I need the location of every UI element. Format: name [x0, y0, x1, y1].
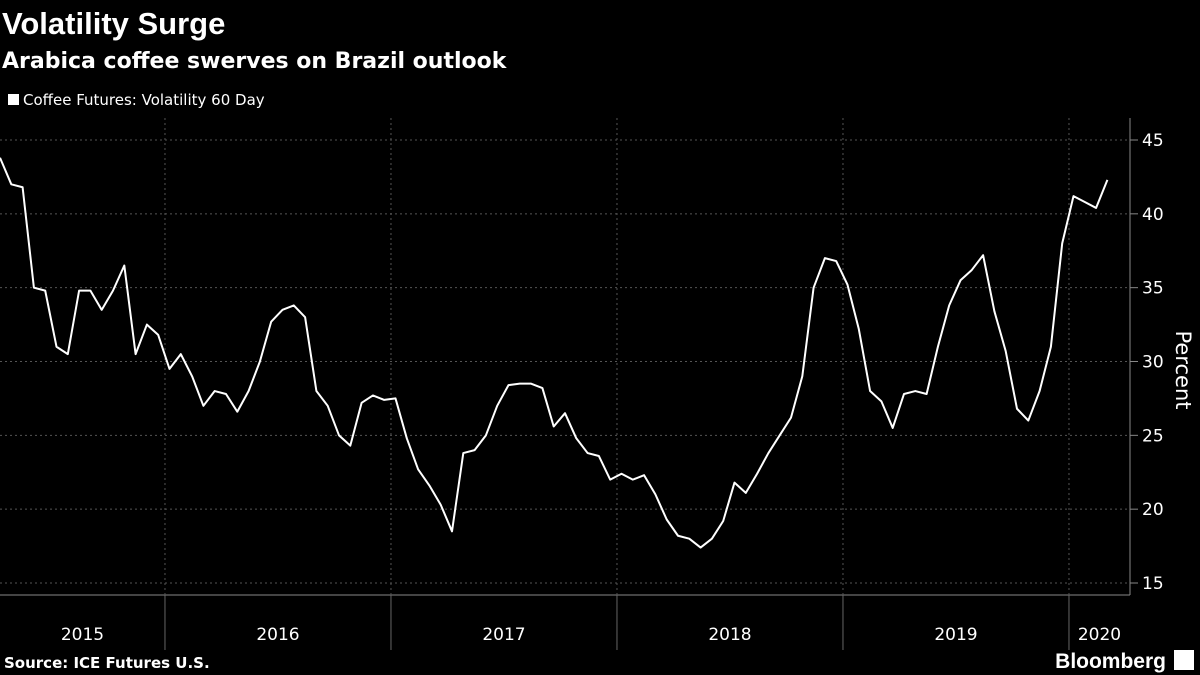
x-tick-label: 2017 [482, 625, 525, 645]
y-tick-label: 15 [1142, 574, 1164, 594]
source: Source: ICE Futures U.S. [4, 654, 210, 672]
x-tick-label: 2019 [934, 625, 977, 645]
brand: Bloomberg [1055, 650, 1166, 673]
x-tick-label: 2020 [1078, 625, 1121, 645]
x-tick-label: 2018 [708, 625, 751, 645]
x-tick-label: 2016 [256, 625, 299, 645]
y-tick-label: 35 [1142, 279, 1164, 299]
y-tick-label: 45 [1142, 131, 1164, 151]
chart-subtitle: Arabica coffee swerves on Brazil outlook [2, 49, 508, 74]
y-axis-label: Percent [1171, 330, 1195, 409]
brand-icon [1174, 650, 1194, 670]
y-tick-label: 40 [1142, 205, 1164, 225]
legend-label: Coffee Futures: Volatility 60 Day [23, 91, 265, 109]
x-tick-label: 2015 [61, 625, 104, 645]
chart-title: Volatility Surge [2, 6, 225, 41]
y-tick-label: 30 [1142, 353, 1164, 373]
y-tick-label: 25 [1142, 426, 1164, 446]
line-series [0, 157, 1109, 549]
legend-swatch [8, 94, 19, 105]
y-tick-label: 20 [1142, 500, 1164, 520]
